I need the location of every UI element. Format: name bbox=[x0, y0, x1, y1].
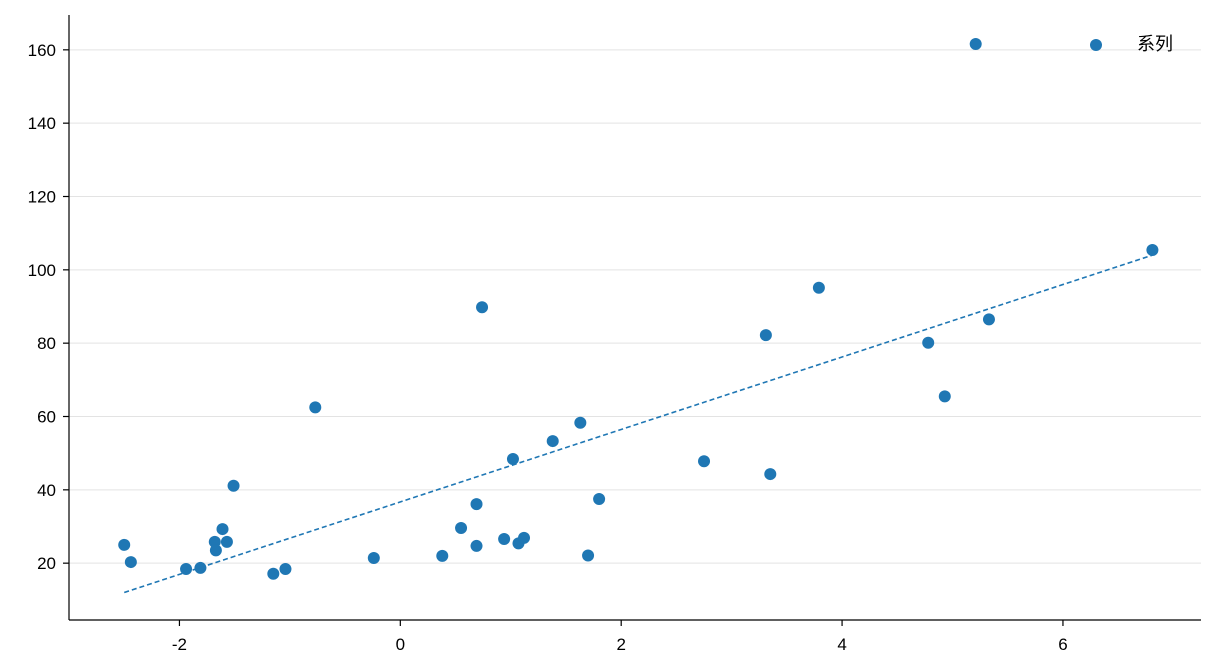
data-point bbox=[698, 455, 711, 468]
legend: 系列 bbox=[1090, 34, 1173, 55]
data-point bbox=[470, 498, 483, 511]
data-point bbox=[267, 567, 280, 580]
data-point bbox=[506, 453, 519, 466]
y-tick-label: 140 bbox=[28, 114, 56, 133]
data-point bbox=[938, 390, 951, 403]
data-point bbox=[759, 329, 772, 342]
data-point bbox=[279, 563, 292, 576]
data-point bbox=[220, 535, 233, 548]
data-point bbox=[518, 531, 531, 544]
data-point bbox=[436, 549, 449, 562]
trendline-group bbox=[123, 254, 1153, 594]
data-point bbox=[209, 544, 222, 557]
grid-lines bbox=[69, 49, 1201, 564]
data-point bbox=[194, 561, 207, 574]
data-point bbox=[216, 523, 229, 536]
x-tick-label: 2 bbox=[616, 635, 625, 654]
data-point bbox=[574, 416, 587, 429]
y-tick-label: 160 bbox=[28, 41, 56, 60]
x-tick-label: 4 bbox=[837, 635, 846, 654]
data-point bbox=[922, 336, 935, 349]
x-tick-label: 0 bbox=[396, 635, 405, 654]
legend-label: 系列 bbox=[1137, 34, 1173, 55]
data-point bbox=[367, 552, 380, 565]
data-point bbox=[124, 556, 137, 569]
data-point bbox=[180, 563, 193, 576]
data-point bbox=[309, 401, 322, 414]
data-point bbox=[1146, 244, 1159, 257]
y-axis-ticks: 20 40 60 80 100 120 140 160 bbox=[28, 41, 69, 573]
data-point bbox=[470, 539, 483, 552]
data-points bbox=[118, 37, 1159, 580]
data-point bbox=[593, 493, 606, 505]
trendline bbox=[123, 254, 1153, 594]
y-tick-label: 80 bbox=[37, 334, 56, 353]
y-tick-label: 20 bbox=[37, 554, 56, 573]
legend-marker bbox=[1090, 39, 1102, 51]
data-point bbox=[455, 521, 468, 534]
x-tick-label: 6 bbox=[1058, 635, 1067, 654]
x-tick-label: -2 bbox=[172, 635, 187, 654]
data-point bbox=[969, 37, 982, 50]
x-axis-ticks: -2 0 2 4 6 bbox=[172, 620, 1068, 654]
data-point bbox=[582, 549, 595, 562]
data-point bbox=[764, 468, 777, 481]
y-tick-label: 40 bbox=[37, 481, 56, 500]
data-point bbox=[812, 281, 825, 294]
data-point bbox=[476, 301, 489, 314]
data-point bbox=[498, 532, 511, 545]
y-tick-label: 60 bbox=[37, 408, 56, 427]
data-point bbox=[546, 435, 559, 448]
y-tick-label: 120 bbox=[28, 188, 56, 207]
y-tick-label: 100 bbox=[28, 261, 56, 280]
data-point bbox=[227, 479, 240, 492]
data-point bbox=[982, 313, 995, 326]
data-point bbox=[118, 538, 131, 551]
